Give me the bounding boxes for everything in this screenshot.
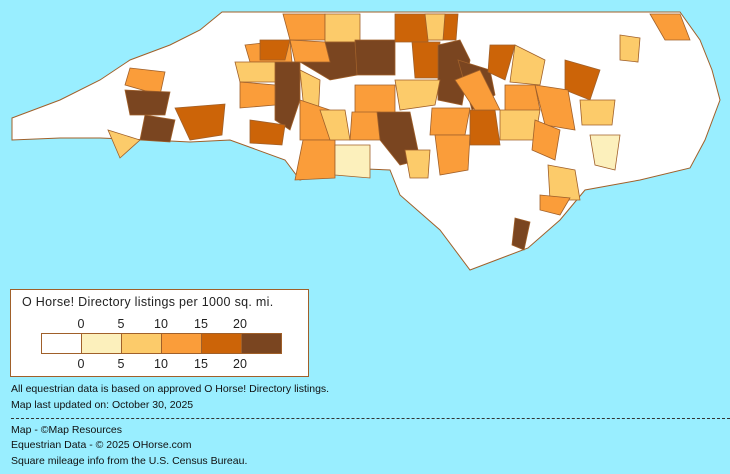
legend-top-tick: 10 xyxy=(154,317,168,331)
county xyxy=(394,13,429,43)
legend-swatch xyxy=(202,334,242,353)
legend-bottom-tick: 0 xyxy=(77,357,85,371)
county xyxy=(249,119,286,146)
data-credit: Equestrian Data - © 2025 OHorse.com xyxy=(11,439,192,451)
legend-bottom-tick: 15 xyxy=(194,357,208,371)
legend-top-tick: 15 xyxy=(194,317,208,331)
county xyxy=(429,107,471,136)
county xyxy=(424,13,446,41)
county xyxy=(107,129,141,159)
county xyxy=(509,44,546,86)
legend: O Horse! Directory listings per 1000 sq.… xyxy=(10,289,309,377)
legend-top-tick: 5 xyxy=(117,317,125,331)
county xyxy=(139,114,176,143)
last-updated-note: Map last updated on: October 30, 2025 xyxy=(11,399,194,411)
legend-swatch xyxy=(82,334,122,353)
north-carolina-county-map xyxy=(11,11,721,271)
county xyxy=(349,111,381,141)
county xyxy=(354,84,396,116)
legend-top-tick: 0 xyxy=(77,317,85,331)
county xyxy=(124,89,171,116)
county xyxy=(259,39,291,61)
county xyxy=(534,84,576,131)
legend-bottom-tick: 10 xyxy=(154,357,168,371)
census-credit: Square mileage info from the U.S. Census… xyxy=(11,455,248,467)
county xyxy=(589,134,621,171)
legend-color-scale xyxy=(41,333,282,354)
county xyxy=(469,109,501,146)
county xyxy=(547,164,581,201)
county xyxy=(324,13,361,43)
legend-swatch xyxy=(242,334,281,353)
county xyxy=(649,13,691,41)
county xyxy=(394,79,441,111)
county xyxy=(282,13,326,41)
legend-swatch xyxy=(162,334,202,353)
county xyxy=(531,119,561,161)
legend-title: O Horse! Directory listings per 1000 sq.… xyxy=(22,295,274,309)
county xyxy=(174,103,226,141)
county xyxy=(274,61,301,131)
county xyxy=(511,217,531,251)
map-credit: Map - ©Map Resources xyxy=(11,424,123,436)
legend-bottom-tick: 5 xyxy=(117,357,125,371)
county xyxy=(294,139,336,181)
county xyxy=(487,44,516,81)
legend-swatch xyxy=(42,334,82,353)
county xyxy=(619,34,641,63)
county xyxy=(354,39,396,76)
county xyxy=(411,41,441,79)
county xyxy=(334,144,371,179)
county xyxy=(289,39,331,63)
legend-bottom-tick: 20 xyxy=(233,357,247,371)
data-basis-note: All equestrian data is based on approved… xyxy=(11,383,330,395)
county xyxy=(404,149,431,179)
legend-top-tick: 20 xyxy=(233,317,247,331)
county xyxy=(579,99,616,126)
county xyxy=(504,84,541,113)
divider xyxy=(11,418,730,419)
legend-swatch xyxy=(122,334,162,353)
county xyxy=(434,134,471,176)
county xyxy=(239,81,276,109)
county xyxy=(539,194,571,216)
